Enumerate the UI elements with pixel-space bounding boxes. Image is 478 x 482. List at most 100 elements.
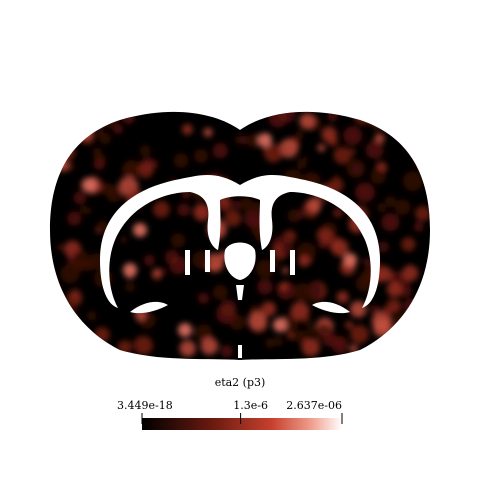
heat-spot [197, 292, 210, 304]
heat-spot [220, 345, 233, 358]
heat-spot [75, 111, 91, 118]
heat-spot [413, 221, 424, 232]
heat-spot [59, 144, 76, 161]
heat-spot [402, 265, 419, 282]
heat-spot [279, 138, 299, 158]
heat-spot [196, 154, 203, 161]
heat-spot [67, 211, 82, 226]
heat-spot [178, 323, 192, 337]
heat-spot [349, 300, 367, 318]
heat-spot [363, 257, 371, 266]
heat-spot [257, 279, 273, 295]
heat-spot [205, 253, 225, 272]
heat-spot [137, 162, 154, 179]
heat-spot [323, 332, 338, 347]
heat-spot [71, 117, 79, 125]
heat-spot [307, 325, 316, 335]
heat-spot [248, 311, 268, 331]
heat-spot [84, 207, 92, 215]
heat-spot [294, 329, 308, 344]
heat-spot [336, 291, 349, 304]
heat-spot [179, 340, 196, 357]
heat-spot [310, 293, 321, 305]
heat-spot [343, 126, 363, 146]
heat-spot [247, 133, 262, 148]
heat-spot [370, 168, 387, 185]
heat-spot [343, 253, 357, 267]
heat-spot [133, 223, 147, 237]
heat-spot [139, 144, 151, 157]
heat-spot [232, 200, 241, 209]
heat-spot [50, 302, 70, 322]
heat-spot [193, 203, 211, 221]
heat-spot [238, 135, 248, 145]
heat-spot [302, 156, 309, 163]
heat-spot [50, 283, 61, 296]
heat-spot [345, 321, 353, 329]
heat-spot [195, 323, 213, 342]
heat-spot [106, 186, 122, 203]
heat-spot [129, 340, 137, 349]
heat-spot [123, 263, 137, 277]
heat-spot [133, 335, 153, 355]
heat-spot [306, 197, 322, 213]
heat-spot [393, 313, 413, 333]
heat-spot [274, 337, 284, 347]
heat-spot [60, 263, 80, 284]
heat-spot [403, 123, 413, 133]
heat-spot [403, 115, 412, 124]
colorbar-tick-label: 1.3e-6 [233, 399, 268, 412]
heat-spot [169, 256, 188, 275]
heat-spot [56, 159, 69, 172]
colorbar-ticks: 3.449e-18 1.3e-6 2.637e-06 [117, 399, 343, 424]
heat-spot [293, 282, 312, 301]
heat-spot [376, 266, 393, 282]
heat-spot [258, 133, 272, 147]
heat-spot [415, 205, 430, 222]
heat-spot [203, 127, 213, 138]
heat-spot [290, 301, 310, 321]
heat-spot [301, 337, 321, 357]
heat-spot [92, 147, 102, 157]
heat-spot [349, 344, 358, 353]
heat-spot [261, 301, 277, 317]
heat-spot [61, 312, 70, 320]
heat-spot [268, 111, 288, 128]
heat-spot [55, 159, 62, 167]
heat-spot [117, 340, 132, 355]
heat-spot [83, 178, 97, 192]
heat-spot [316, 227, 332, 243]
heat-spot [353, 111, 373, 125]
heat-spot [302, 317, 312, 326]
heat-spot [415, 152, 430, 168]
heat-spot [265, 337, 276, 349]
heat-spot [119, 236, 128, 244]
heat-spot [287, 208, 302, 223]
heat-spot [381, 213, 400, 232]
heat-blotches [50, 111, 430, 358]
heat-spot [152, 200, 170, 218]
colorbar [142, 418, 342, 430]
heat-spot [368, 112, 386, 130]
heat-spot [327, 111, 338, 122]
colorbar-title: eta2 (p3) [215, 376, 266, 389]
heat-spot [240, 197, 254, 211]
heat-spot [386, 281, 402, 297]
heat-spot [94, 327, 110, 343]
heat-spot [295, 130, 304, 140]
heat-spot [93, 158, 105, 170]
heat-spot [216, 304, 236, 324]
heat-spot [394, 199, 411, 216]
heat-spot [346, 159, 366, 179]
heat-spot [73, 191, 87, 205]
heat-spot [402, 171, 423, 192]
heat-spot [370, 304, 380, 314]
heat-spot [378, 242, 387, 252]
heat-spot [224, 209, 242, 227]
heat-spot [177, 203, 191, 217]
ventricle-center [224, 242, 256, 300]
heat-spot [255, 259, 275, 278]
heat-spot [401, 237, 416, 252]
heat-spot [416, 156, 430, 172]
